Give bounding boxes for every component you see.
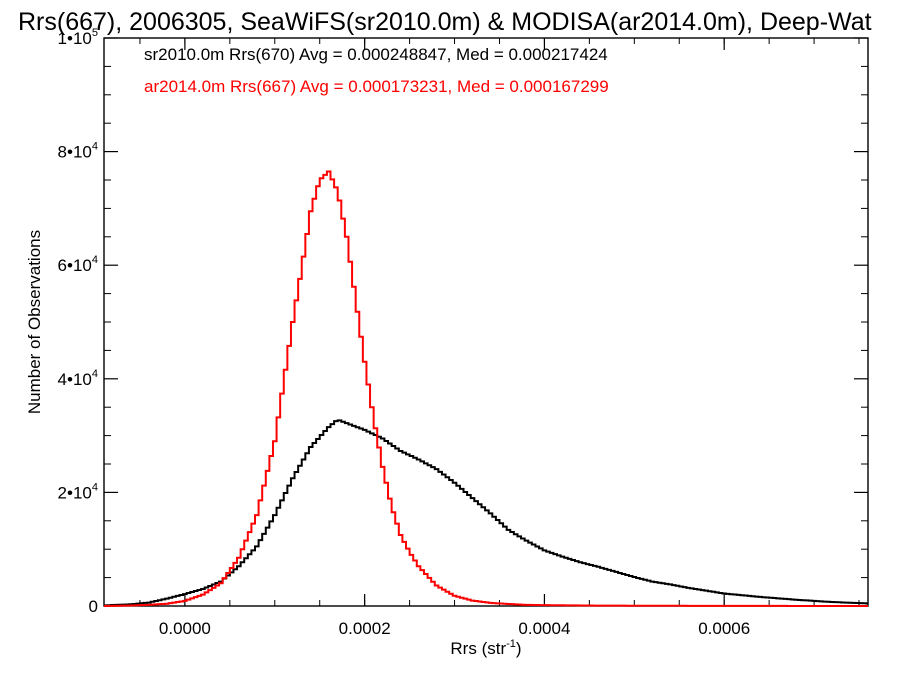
legend-entry-ar2014: ar2014.0m Rrs(667) Avg = 0.000173231, Me… <box>144 77 609 96</box>
x-axis-ticks: 0.0000 0.0002 0.0004 0.0006 <box>139 38 860 638</box>
y-tick-label-0: 0 <box>89 597 98 616</box>
chart-title: Rrs(667), 2006305, SeaWiFS(sr2010.0m) & … <box>18 8 872 36</box>
y-tick-label-2: 4•104 <box>58 368 98 389</box>
x-tick-label-3: 0.0006 <box>698 619 750 638</box>
x-axis-label-end: ) <box>516 639 522 658</box>
y-tick-label-5: 1•105 <box>58 27 98 48</box>
x-tick-label-2: 0.0004 <box>518 619 570 638</box>
x-tick-label-0: 0.0000 <box>159 619 211 638</box>
series-line-1 <box>104 170 868 607</box>
x-axis-label-sup: -1 <box>506 638 516 650</box>
y-axis-ticks: 0 2•104 4•104 6•104 8•104 1•105 <box>58 27 868 616</box>
y-tick-label-4: 8•104 <box>58 141 98 162</box>
y-tick-label-3: 6•104 <box>58 254 98 275</box>
series-line-0 <box>104 419 868 607</box>
x-tick-label-1: 0.0002 <box>339 619 391 638</box>
x-axis-label-main: Rrs (str <box>450 639 506 658</box>
x-axis-label: Rrs (str-1) <box>450 638 521 658</box>
plot-frame <box>103 37 869 607</box>
y-tick-label-1: 2•104 <box>58 481 98 502</box>
legend-entry-sr2010: sr2010.0m Rrs(670) Avg = 0.000248847, Me… <box>144 45 608 64</box>
y-axis-label: Number of Observations <box>25 230 44 414</box>
series-lines <box>104 170 868 607</box>
